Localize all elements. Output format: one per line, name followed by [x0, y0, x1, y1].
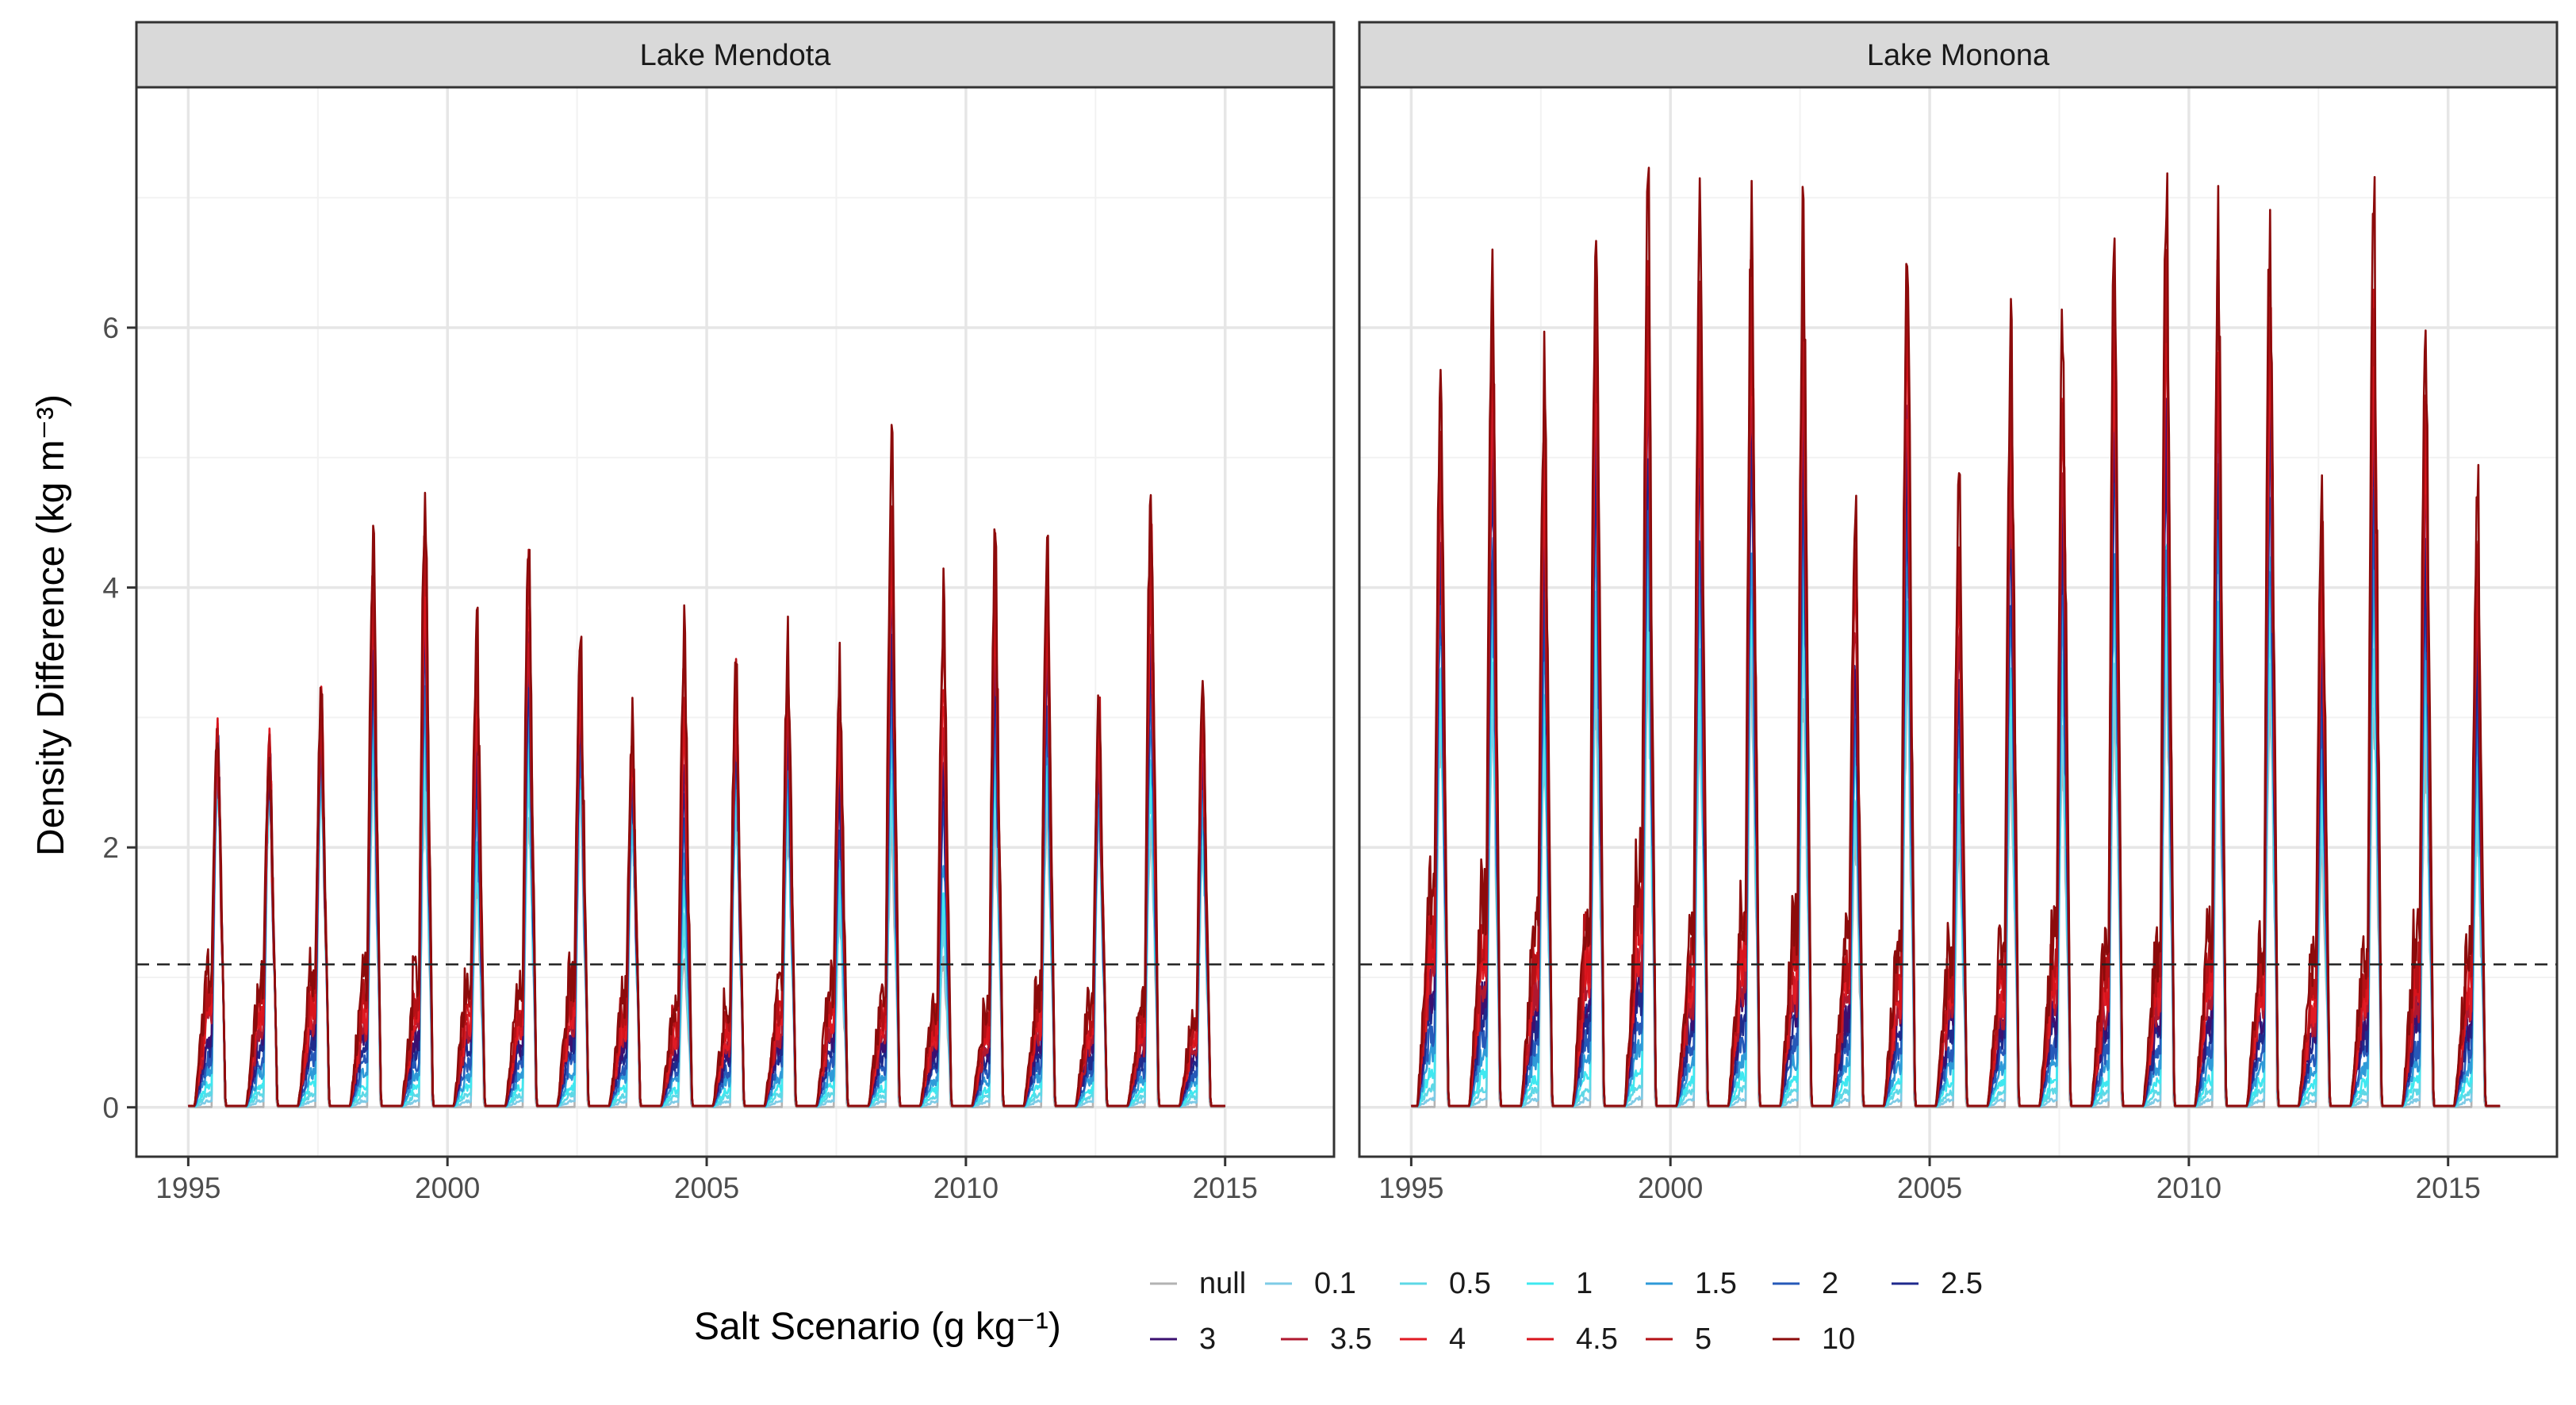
legend-title: Salt Scenario (g kg⁻¹)	[694, 1306, 1061, 1348]
y-tick-label: 4	[102, 572, 119, 605]
x-tick-label: 2005	[1897, 1172, 1962, 1204]
legend-label: 3	[1199, 1322, 1216, 1356]
y-axis-title: Density Difference (kg m⁻³)	[30, 394, 72, 856]
facet-strip	[1358, 21, 2559, 89]
legend-item-0-5: 0.5	[1400, 1267, 1491, 1300]
legend-label: 1	[1576, 1267, 1593, 1300]
legend-label: 2	[1822, 1267, 1838, 1300]
legend-item-2-5: 2.5	[1892, 1267, 1983, 1300]
x-tick-label: 1995	[1378, 1172, 1443, 1204]
legend-item-null: null	[1150, 1267, 1246, 1300]
legend-item-0-1: 0.1	[1265, 1267, 1356, 1300]
series-group	[188, 424, 1226, 1108]
series-line-10	[188, 424, 1225, 1107]
legend-item-5: 5	[1646, 1322, 1712, 1356]
legend-label: 2.5	[1941, 1267, 1983, 1300]
x-tick-label: 2000	[1638, 1172, 1703, 1204]
y-tick-label: 0	[102, 1092, 119, 1124]
x-tick-label: 2015	[1193, 1172, 1258, 1204]
legend-label: 0.5	[1449, 1267, 1491, 1300]
x-tick-label: 2000	[415, 1172, 480, 1204]
legend: Salt Scenario (g kg⁻¹) null 0.1 0.5 1 1.5 2 2.…	[694, 1267, 1983, 1356]
legend-label: 4	[1449, 1322, 1466, 1356]
legend-item-10: 10	[1773, 1322, 1855, 1356]
facet-label: Lake Mendota	[640, 39, 832, 72]
legend-label: null	[1199, 1267, 1246, 1300]
legend-label: 1.5	[1695, 1267, 1737, 1300]
legend-label: 4.5	[1576, 1322, 1618, 1356]
legend-label: 3.5	[1330, 1322, 1372, 1356]
legend-item-3-5: 3.5	[1281, 1322, 1372, 1356]
y-tick-label: 2	[102, 831, 119, 864]
legend-item-4: 4	[1400, 1322, 1466, 1356]
series-line-10	[1411, 167, 2501, 1107]
legend-item-1-5: 1.5	[1646, 1267, 1737, 1300]
legend-item-1: 1	[1527, 1267, 1593, 1300]
plot-background	[136, 87, 1334, 1157]
x-tick-label: 2010	[933, 1172, 999, 1204]
facet-strip	[135, 21, 1336, 89]
x-tick-label: 2005	[674, 1172, 739, 1204]
legend-item-4-5: 4.5	[1527, 1322, 1618, 1356]
legend-label: 5	[1695, 1322, 1712, 1356]
x-tick-label: 2010	[2156, 1172, 2221, 1204]
legend-label: 10	[1822, 1322, 1855, 1356]
legend-item-2: 2	[1773, 1267, 1838, 1300]
y-tick-label: 6	[102, 312, 119, 344]
facet-label: Lake Monona	[1867, 39, 2050, 72]
x-tick-label: 1995	[155, 1172, 220, 1204]
panel-lake-mendota: Lake Mendota 1995 2000 2005 2010 2015 0 2 4 6	[102, 21, 1336, 1204]
legend-label: 0.1	[1314, 1267, 1356, 1300]
series-group	[1411, 167, 2501, 1108]
x-tick-label: 2015	[2416, 1172, 2481, 1204]
panel-lake-monona: Lake Monona 1995 2000 2005 2010 2015	[1358, 21, 2559, 1204]
legend-item-3: 3	[1150, 1322, 1216, 1356]
